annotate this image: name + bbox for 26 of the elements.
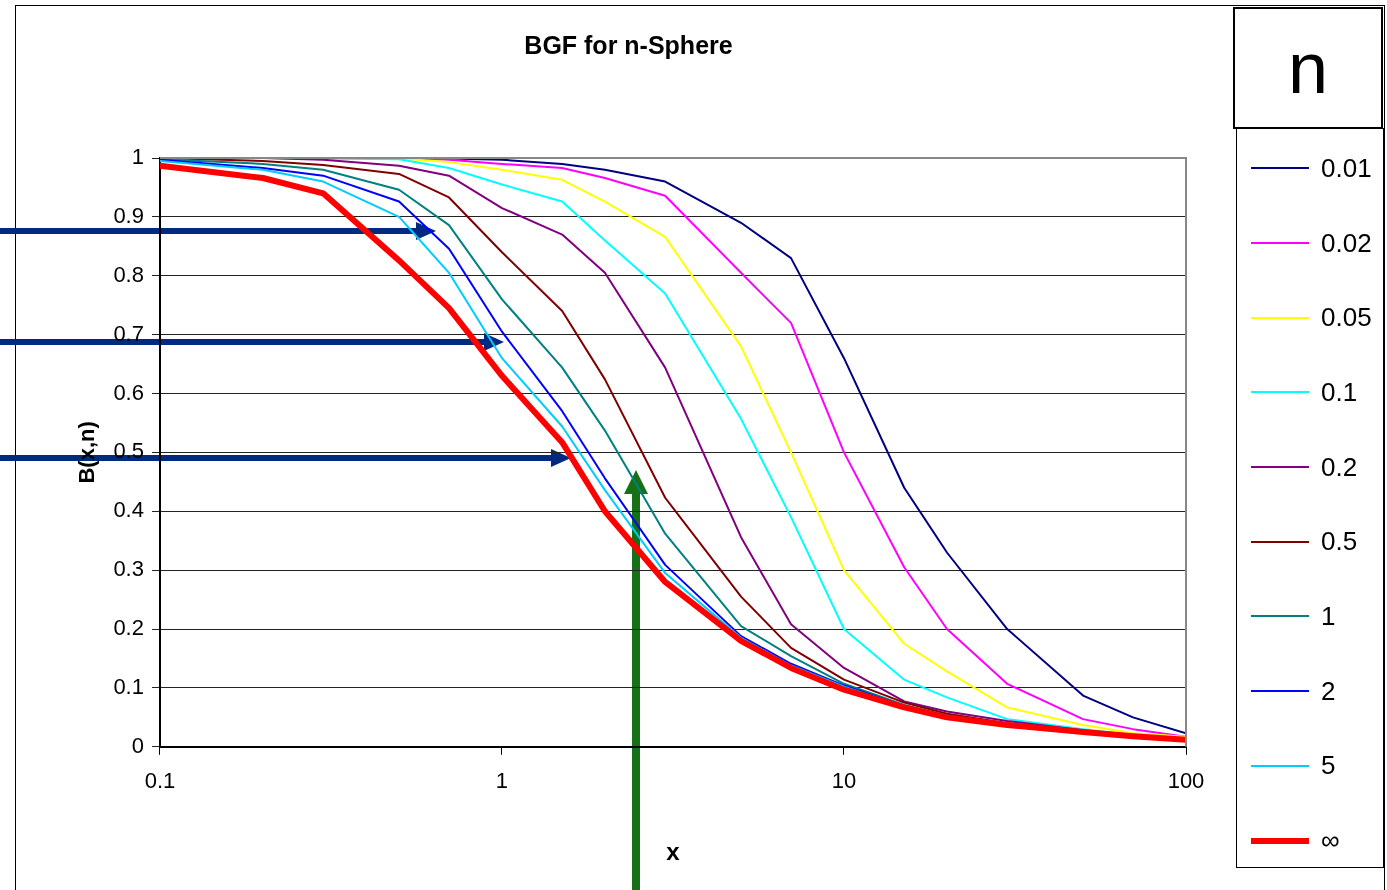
legend-label: 2 <box>1321 675 1336 707</box>
legend-label: 0.02 <box>1321 227 1372 259</box>
y-tick-label: 0.1 <box>113 673 144 699</box>
x-axis-title: x <box>666 838 681 866</box>
y-axis-title: B(x,n) <box>74 421 100 484</box>
y-tick-label: 0.2 <box>113 615 144 641</box>
legend-label: 0.2 <box>1321 451 1358 483</box>
legend-label: 0.5 <box>1321 526 1358 558</box>
y-tick-label: 0.9 <box>113 202 144 228</box>
y-tick-label: 0.8 <box>113 261 144 287</box>
y-tick-label: 0.4 <box>113 497 144 523</box>
legend-title: n <box>1233 7 1383 129</box>
legend-label: 0.01 <box>1321 152 1372 184</box>
x-tick-label: 10 <box>831 768 857 794</box>
y-tick-label: 0 <box>131 732 144 758</box>
legend-label: 5 <box>1321 750 1336 782</box>
legend-label: 1 <box>1321 600 1336 632</box>
y-tick-label: 0.6 <box>113 379 144 405</box>
legend-label: ∞ <box>1321 825 1340 857</box>
y-tick-label: 0.3 <box>113 556 144 582</box>
x-tick-label: 1 <box>495 768 509 794</box>
y-tick-label: 1 <box>131 144 144 170</box>
x-tick-label: 100 <box>1167 768 1205 794</box>
chart-title: BGF for n-Sphere <box>524 30 733 59</box>
legend-label: 0.05 <box>1321 302 1372 334</box>
legend-label: 0.1 <box>1321 376 1358 408</box>
